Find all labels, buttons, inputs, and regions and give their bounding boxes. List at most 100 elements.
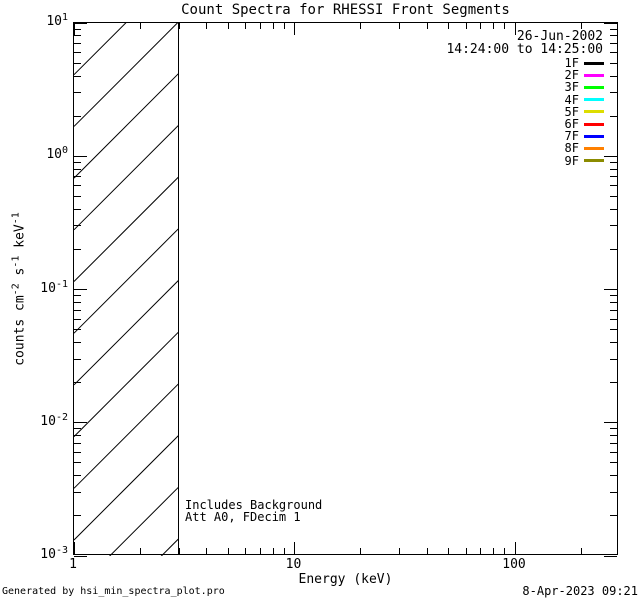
legend-label: 4F [564, 92, 579, 107]
y-tick [610, 358, 617, 360]
obs-time-range: 14:24:00 to 14:25:00 [446, 41, 603, 57]
y-tick [74, 382, 81, 384]
x-tick [245, 548, 247, 554]
y-tick-label: 100 [46, 145, 68, 163]
y-tick [74, 301, 81, 303]
y-tick [610, 342, 617, 344]
x-tick [360, 548, 362, 554]
y-tick [610, 248, 617, 250]
y-tick [74, 309, 81, 311]
legend-label: 9F [564, 153, 579, 168]
x-tick [480, 548, 482, 554]
legend-label: 3F [564, 80, 579, 95]
y-tick [74, 289, 87, 290]
y-tick [74, 195, 81, 197]
y-tick [74, 451, 81, 453]
x-tick [73, 542, 75, 554]
y-tick [604, 155, 617, 157]
legend-entry: 6F [565, 118, 604, 130]
x-tick [206, 23, 208, 29]
y-tick [610, 435, 617, 437]
x-tick [580, 23, 582, 29]
attenuator-note: Att A0, FDecim 1 [185, 510, 301, 524]
y-tick [74, 515, 81, 517]
legend-swatch [584, 85, 604, 89]
y-tick [74, 161, 81, 163]
legend-swatch [584, 110, 604, 114]
y-tick [610, 451, 617, 453]
y-tick [74, 62, 81, 64]
x-tick [514, 23, 516, 35]
y-tick [610, 161, 617, 163]
legend-entry: 9F [565, 155, 604, 167]
legend-label: 7F [564, 129, 579, 144]
x-tick [178, 23, 180, 29]
legend-swatch [584, 122, 604, 126]
y-tick [610, 301, 617, 303]
x-tick [259, 548, 261, 554]
y-tick [74, 475, 81, 477]
y-tick [610, 515, 617, 517]
x-tick [448, 23, 450, 29]
legend-entry: 1F [565, 57, 604, 69]
y-tick [74, 295, 81, 297]
x-tick [245, 23, 247, 29]
legend-label: 6F [564, 117, 579, 132]
legend-swatch [584, 98, 604, 102]
legend-label: 5F [564, 104, 579, 119]
x-tick-label: 10 [285, 557, 302, 572]
y-tick [604, 22, 617, 24]
y-tick [610, 295, 617, 297]
y-tick [74, 208, 81, 210]
x-tick [504, 23, 506, 29]
plot-annotations: Includes Background Att A0, FDecim 1 [185, 499, 322, 523]
y-tick [610, 115, 617, 117]
y-tick [610, 462, 617, 464]
x-tick [360, 23, 362, 29]
y-tick [610, 442, 617, 444]
x-tick [465, 548, 467, 554]
y-tick [610, 428, 617, 430]
y-tick [74, 358, 81, 360]
legend-entry: 5F [565, 106, 604, 118]
x-tick [283, 548, 285, 554]
legend-swatch [584, 134, 604, 138]
x-tick [480, 23, 482, 29]
y-tick [610, 43, 617, 45]
x-tick [139, 23, 141, 29]
y-tick [74, 168, 81, 170]
y-tick [74, 43, 81, 45]
legend-entry: 4F [565, 94, 604, 106]
y-tick [610, 208, 617, 210]
y-tick-label: 10-3 [40, 545, 68, 562]
y-tick-label: 101 [46, 12, 68, 29]
legend-label: 2F [564, 68, 579, 83]
y-tick [74, 115, 81, 117]
x-tick [426, 548, 428, 554]
y-tick-label: 10-2 [40, 411, 68, 429]
x-tick [493, 548, 495, 554]
plot-area [73, 22, 618, 557]
hatch-region [74, 23, 179, 556]
y-tick [74, 422, 87, 424]
x-tick [272, 548, 274, 554]
x-tick-label: 1 [69, 557, 77, 572]
y-tick [610, 28, 617, 30]
y-tick [604, 555, 617, 557]
x-tick [178, 548, 180, 554]
obs-datetime: 26-Jun-2002 14:24:00 to 14:25:00 [446, 30, 603, 57]
legend-entry: 8F [565, 142, 604, 154]
y-tick [74, 75, 81, 77]
x-tick [206, 548, 208, 554]
y-tick [74, 52, 81, 54]
y-tick [610, 92, 617, 94]
x-tick-label: 100 [502, 557, 526, 572]
x-tick [504, 548, 506, 554]
x-tick [227, 548, 229, 554]
legend-swatch [584, 61, 604, 65]
y-tick [610, 309, 617, 311]
x-tick [259, 23, 261, 29]
legend-entry: 2F [565, 69, 604, 81]
y-tick [604, 289, 617, 290]
